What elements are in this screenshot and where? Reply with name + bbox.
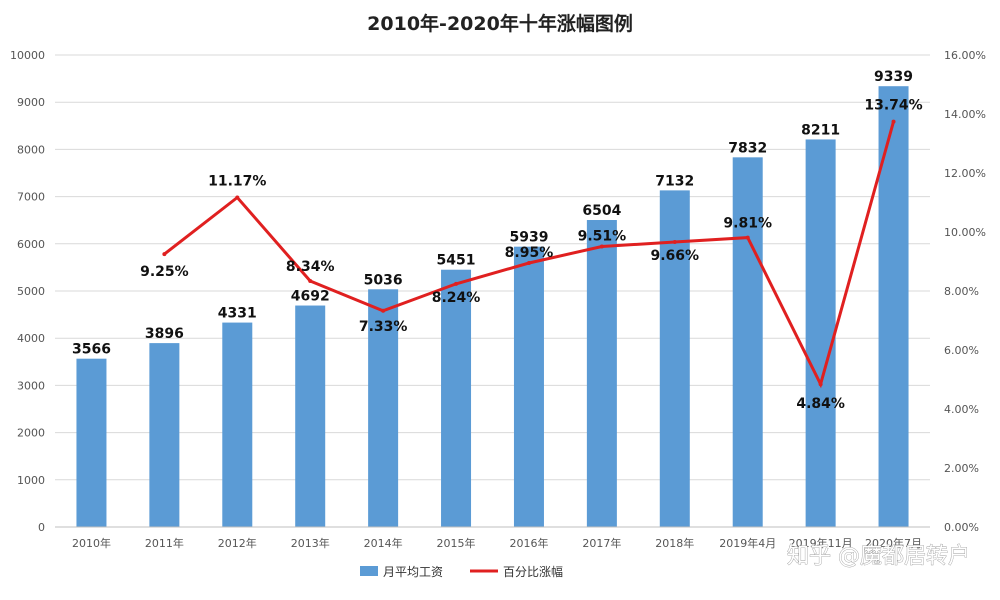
x-tick-label: 2019年11月 xyxy=(789,536,853,550)
x-tick-label: 2017年 xyxy=(582,536,621,550)
line-point xyxy=(381,308,386,313)
left-tick-label: 3000 xyxy=(17,379,45,392)
x-tick-label: 2018年 xyxy=(655,536,694,550)
line-point xyxy=(818,382,823,387)
line-value-label: 9.81% xyxy=(723,216,772,232)
bar-value-label: 9339 xyxy=(874,69,913,85)
bar xyxy=(659,190,690,527)
left-tick-label: 5000 xyxy=(17,285,45,298)
bar xyxy=(441,269,472,527)
bar-value-label: 5451 xyxy=(437,253,476,269)
line-value-labels: 9.25% 11.17% 8.34% 7.33% 8.24% 8.95% 9.51% 9.66… xyxy=(140,98,923,413)
left-tick-label: 6000 xyxy=(17,238,45,251)
line-value-label: 8.24% xyxy=(432,290,481,306)
watermark: 知乎 @魔都居转户 xyxy=(787,544,970,569)
x-tick-label: 2010年 xyxy=(72,536,111,550)
line-value-label: 9.66% xyxy=(651,248,700,264)
bar xyxy=(295,305,326,527)
x-tick-label: 2014年 xyxy=(364,536,403,550)
x-tick-label: 2019年4月 xyxy=(719,536,776,550)
line-point xyxy=(672,240,677,245)
x-tick-label: 2013年 xyxy=(291,536,330,550)
line-point xyxy=(162,252,167,257)
grid-lines xyxy=(55,54,930,528)
line-value-label: 8.95% xyxy=(505,245,554,261)
legend: 月平均工资 百分比涨幅 xyxy=(360,564,563,579)
legend-bar-swatch xyxy=(360,566,378,576)
right-tick-label: 2.00% xyxy=(944,462,979,475)
bar-value-labels: 3566 3896 4331 4692 5036 5451 5939 6504 7132 7832… xyxy=(72,69,913,357)
bar-value-label: 4331 xyxy=(218,306,257,322)
bar xyxy=(76,358,107,527)
bar-value-label: 6504 xyxy=(582,203,621,219)
line-point xyxy=(891,119,896,124)
line-value-label: 9.51% xyxy=(578,228,627,244)
bar-value-label: 7832 xyxy=(728,140,767,156)
bar xyxy=(513,246,544,527)
line-point xyxy=(745,235,750,240)
x-axis: 2010年 2011年 2012年 2013年 2014年 2015年 2016年 2017年… xyxy=(55,526,930,550)
bar xyxy=(222,322,253,527)
x-tick-label: 2015年 xyxy=(437,536,476,550)
bar xyxy=(149,343,180,527)
x-tick-label: 2011年 xyxy=(145,536,184,550)
bar xyxy=(805,139,836,527)
bar-value-label: 3566 xyxy=(72,342,111,358)
left-tick-label: 9000 xyxy=(17,96,45,109)
line-value-label: 13.74% xyxy=(864,98,922,114)
line-value-label: 9.25% xyxy=(140,264,189,280)
left-tick-label: 10000 xyxy=(10,49,45,62)
line-point xyxy=(454,281,459,286)
right-tick-label: 0.00% xyxy=(944,521,979,534)
right-tick-label: 6.00% xyxy=(944,344,979,357)
x-tick-label: 2012年 xyxy=(218,536,257,550)
line-value-label: 4.84% xyxy=(796,396,845,412)
bar-value-label: 7132 xyxy=(655,173,694,189)
left-tick-label: 7000 xyxy=(17,191,45,204)
right-y-axis: 0.00% 2.00% 4.00% 6.00% 8.00% 10.00% 12.00% 14.… xyxy=(944,49,986,534)
left-y-axis: 0 1000 2000 3000 4000 5000 6000 7000 8000 9000 100… xyxy=(10,49,45,534)
bar xyxy=(368,289,399,527)
left-tick-label: 1000 xyxy=(17,474,45,487)
bar xyxy=(586,220,617,527)
line-point xyxy=(235,195,240,200)
left-tick-label: 0 xyxy=(38,521,45,534)
line-value-label: 11.17% xyxy=(208,173,266,189)
left-tick-label: 2000 xyxy=(17,427,45,440)
right-tick-label: 8.00% xyxy=(944,285,979,298)
legend-bar-label: 月平均工资 xyxy=(383,565,443,579)
bar xyxy=(732,157,763,528)
left-tick-label: 4000 xyxy=(17,332,45,345)
bar-value-label: 3896 xyxy=(145,326,184,342)
right-tick-label: 10.00% xyxy=(944,226,986,239)
legend-line-label: 百分比涨幅 xyxy=(503,564,563,579)
x-tick-label: 2016年 xyxy=(509,536,548,550)
x-tick-label: 2020年7月 xyxy=(865,536,922,550)
right-tick-label: 4.00% xyxy=(944,403,979,416)
line-point xyxy=(599,244,604,249)
line-value-label: 7.33% xyxy=(359,319,408,335)
bar-value-label: 5939 xyxy=(509,230,548,246)
line-point xyxy=(308,278,313,283)
bar-value-label: 4692 xyxy=(291,289,330,305)
left-tick-label: 8000 xyxy=(17,143,45,156)
right-tick-label: 14.00% xyxy=(944,108,986,121)
bar-value-label: 5036 xyxy=(364,272,403,288)
chart-title: 2010年-2020年十年涨幅图例 xyxy=(367,12,633,35)
right-tick-label: 12.00% xyxy=(944,167,986,180)
line-series xyxy=(162,119,896,389)
bar xyxy=(878,86,909,527)
bar-value-label: 8211 xyxy=(801,122,840,138)
line-point xyxy=(526,260,531,265)
line-value-label: 8.34% xyxy=(286,259,335,275)
right-tick-label: 16.00% xyxy=(944,49,986,62)
bar-series xyxy=(76,86,909,528)
